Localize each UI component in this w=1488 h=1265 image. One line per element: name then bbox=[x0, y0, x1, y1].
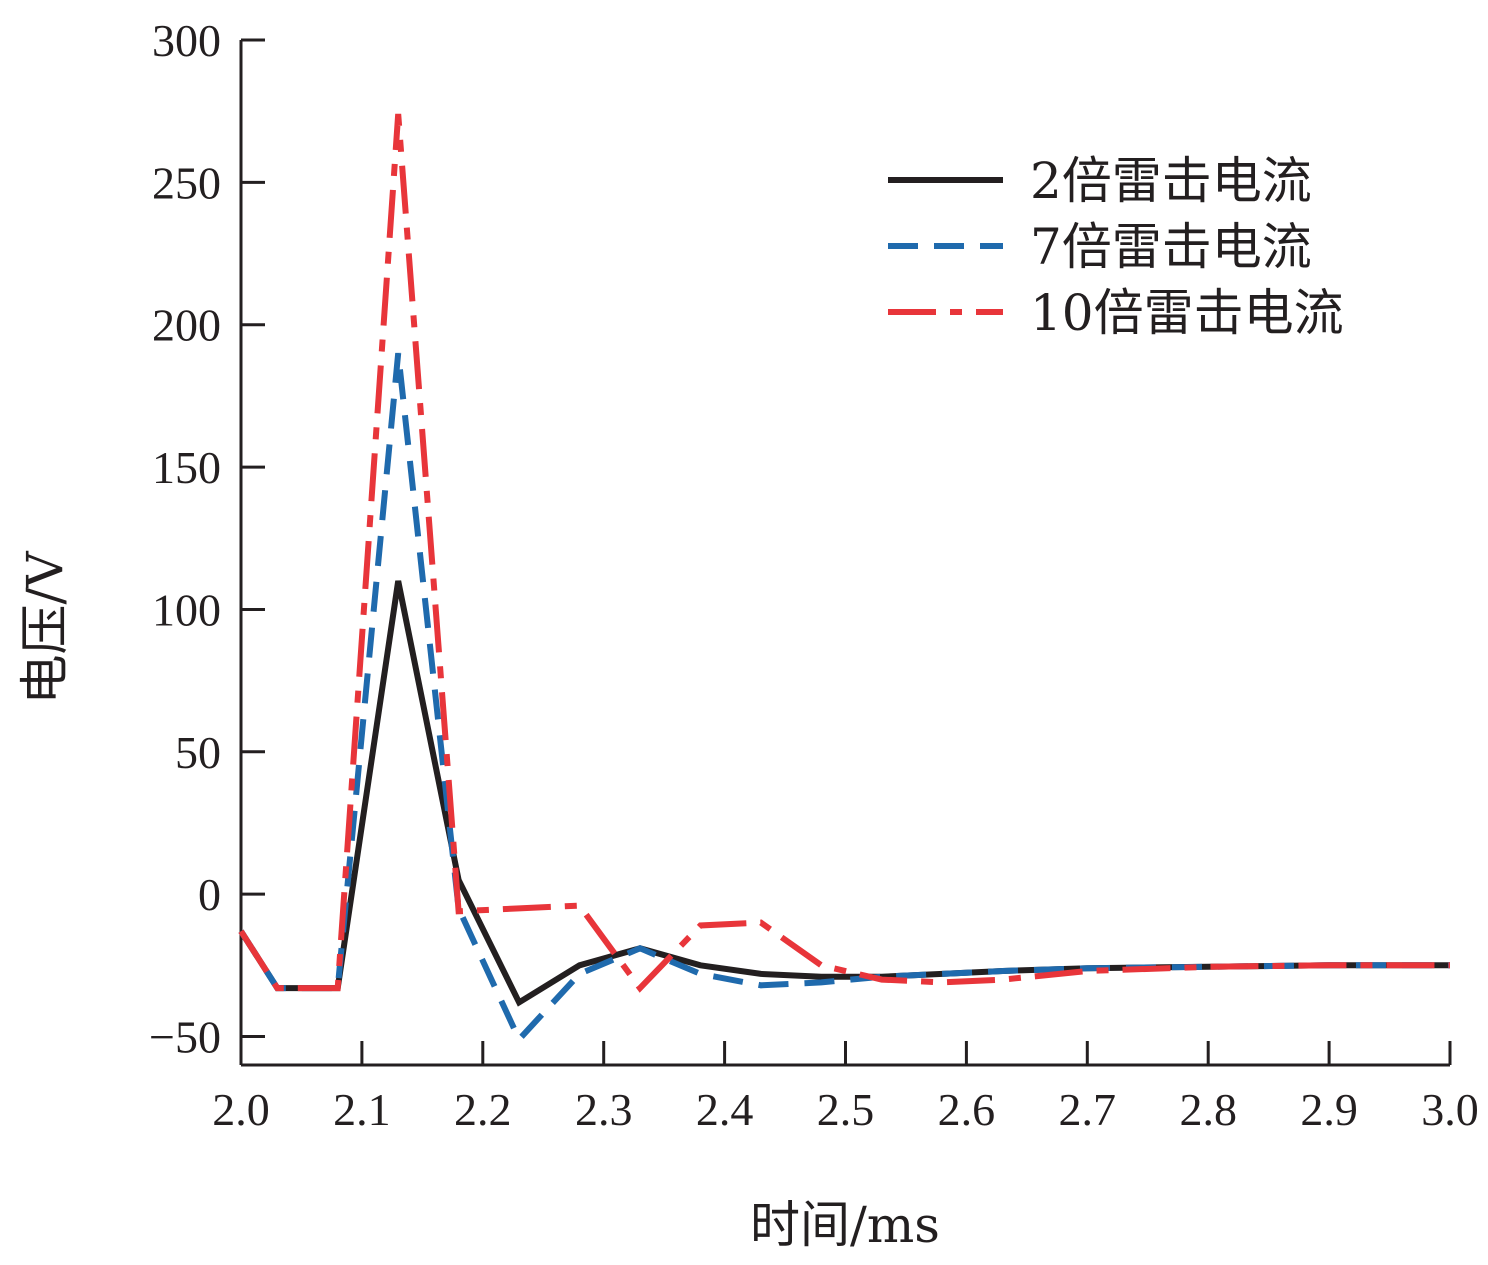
legend: 2倍雷击电流 7倍雷击电流 10倍雷击电流 bbox=[888, 152, 1344, 342]
x-tick-label: 2.2 bbox=[454, 1084, 512, 1135]
x-tick-label: 2.1 bbox=[333, 1084, 391, 1135]
series-line-3 bbox=[238, 113, 1450, 993]
legend-label-3: 10倍雷击电流 bbox=[1030, 284, 1344, 342]
series-layer bbox=[238, 113, 1450, 1045]
x-tick-label: 2.0 bbox=[212, 1084, 270, 1135]
series-line-1 bbox=[238, 580, 1450, 1007]
x-tick-label: 3.0 bbox=[1421, 1084, 1479, 1135]
y-tick-label: −50 bbox=[149, 1012, 221, 1063]
x-tick-label: 2.5 bbox=[817, 1084, 875, 1135]
y-tick-label: 150 bbox=[152, 442, 221, 493]
x-tick-label: 2.9 bbox=[1300, 1084, 1358, 1135]
y-tick-label: 100 bbox=[152, 584, 221, 635]
x-tick-label: 2.7 bbox=[1059, 1084, 1117, 1135]
y-tick-label: 250 bbox=[152, 157, 221, 208]
y-tick-label: 0 bbox=[198, 869, 221, 920]
x-tick-label: 2.4 bbox=[696, 1084, 754, 1135]
y-tick-label: 200 bbox=[152, 300, 221, 351]
x-tick-label: 2.8 bbox=[1179, 1084, 1237, 1135]
x-tick-label: 2.6 bbox=[938, 1084, 996, 1135]
y-axis-title: 电压/V bbox=[16, 551, 74, 705]
legend-label-1: 2倍雷击电流 bbox=[1030, 152, 1312, 210]
x-axis-title: 时间/ms bbox=[750, 1196, 940, 1254]
y-tick-label: 300 bbox=[152, 15, 221, 66]
legend-label-2: 7倍雷击电流 bbox=[1030, 218, 1312, 276]
y-tick-label: 50 bbox=[175, 727, 221, 778]
x-tick-label: 2.3 bbox=[575, 1084, 633, 1135]
axes: −50 0 50 100 150 200 250 300 2.0 2.1 2.2 2.3 2.4 2.5 2… bbox=[149, 15, 1479, 1135]
